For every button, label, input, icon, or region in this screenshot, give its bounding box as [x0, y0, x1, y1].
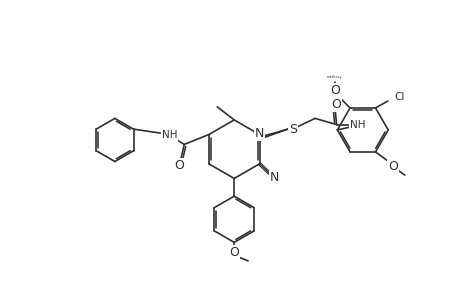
- Text: O: O: [174, 160, 184, 172]
- Text: O: O: [330, 98, 340, 111]
- Text: NH: NH: [349, 119, 364, 130]
- Text: methoxy: methoxy: [326, 75, 342, 79]
- Text: S: S: [289, 123, 297, 136]
- Text: N: N: [254, 127, 263, 140]
- Text: Cl: Cl: [394, 92, 404, 102]
- Text: O: O: [387, 160, 397, 173]
- Text: NH: NH: [162, 130, 177, 140]
- Text: O: O: [229, 246, 239, 259]
- Text: O: O: [329, 85, 339, 98]
- Text: N: N: [269, 171, 279, 184]
